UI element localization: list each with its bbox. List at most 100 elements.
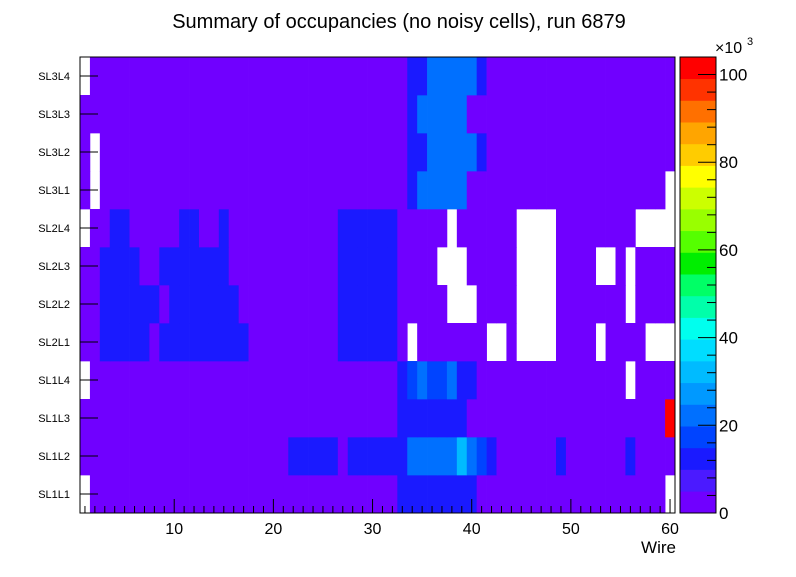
heatmap-cell-SL3L3-w10 — [169, 95, 180, 134]
heatmap-cell-SL2L4-w53 — [595, 209, 606, 248]
heatmap-cell-SL3L1-w15 — [218, 171, 230, 210]
heatmap-cell-SL2L2-w33 — [397, 285, 408, 324]
heatmap-cell-SL2L3-w11 — [179, 247, 190, 286]
heatmap-cell-SL3L1-w39 — [456, 171, 468, 210]
heatmap-cell-SL3L3-w12 — [189, 95, 200, 134]
heatmap-cell-SL1L3-w44 — [506, 399, 517, 438]
heatmap-cell-SL3L2-w36 — [427, 133, 438, 172]
heatmap-cell-SL1L3-w33 — [397, 399, 408, 438]
heatmap-cell-SL2L4-w17 — [238, 209, 249, 248]
heatmap-cell-SL3L1-w31 — [377, 171, 388, 210]
heatmap-cell-SL1L1-w14 — [208, 475, 220, 514]
heatmap-cell-SL1L4-w4 — [109, 361, 121, 400]
heatmap-cell-SL2L3-w23 — [298, 247, 309, 286]
heatmap-cell-SL1L4-w51 — [575, 361, 587, 400]
heatmap-cell-SL2L1-w6 — [129, 323, 140, 362]
heatmap-cell-SL3L3-w40 — [466, 95, 478, 134]
heatmap-cell-SL3L3-w33 — [397, 95, 408, 134]
heatmap-cell-SL3L3-w6 — [129, 95, 140, 134]
heatmap-cell-SL1L3-w41 — [476, 399, 487, 438]
heatmap-cell-SL3L3-w20 — [268, 95, 279, 134]
heatmap-cell-SL2L4-w52 — [585, 209, 597, 248]
heatmap-cell-SL3L2-w41 — [476, 133, 487, 172]
heatmap-cell-SL1L4-w53 — [595, 361, 606, 400]
heatmap-cell-SL1L2-w7 — [139, 437, 150, 476]
heatmap-cell-SL3L2-w20 — [268, 133, 279, 172]
heatmap-cell-SL3L4-w8 — [149, 57, 160, 96]
heatmap-cell-SL3L2-w50 — [565, 133, 577, 172]
heatmap-cell-SL3L3-w38 — [446, 95, 458, 134]
heatmap-cell-SL3L3-w29 — [357, 95, 368, 134]
heatmap-cell-SL2L3-w12 — [189, 247, 200, 286]
heatmap-cell-SL3L3-w17 — [238, 95, 249, 134]
heatmap-cell-SL3L4-w34 — [407, 57, 418, 96]
heatmap-cell-SL2L2-w36 — [427, 285, 438, 324]
heatmap-cell-SL3L1-w6 — [129, 171, 140, 210]
heatmap-cell-SL2L2-w34 — [407, 285, 418, 324]
heatmap-cell-SL3L1-w44 — [506, 171, 517, 210]
heatmap-cell-SL2L3-w6 — [129, 247, 140, 286]
heatmap-cell-SL2L3-w25 — [318, 247, 329, 286]
heatmap-cell-SL1L1-w16 — [228, 475, 240, 514]
heatmap-cell-SL1L1-w51 — [575, 475, 587, 514]
heatmap-cell-SL3L3-w44 — [506, 95, 517, 134]
heatmap-cell-SL2L4-w5 — [119, 209, 130, 248]
colorbar-segment — [680, 230, 716, 253]
heatmap-cell-SL2L4-w3 — [99, 209, 111, 248]
heatmap-cell-SL3L4-w56 — [625, 57, 636, 96]
heatmap-cell-SL2L2-w35 — [417, 285, 428, 324]
heatmap-cell-SL1L3-w5 — [119, 399, 130, 438]
heatmap-cell-SL2L2-w55 — [615, 285, 626, 324]
heatmap-cell-SL3L1-w30 — [367, 171, 378, 210]
heatmap-cell-SL1L4-w14 — [208, 361, 220, 400]
heatmap-cell-SL1L2-w20 — [268, 437, 279, 476]
heatmap-cell-SL1L3-w28 — [347, 399, 359, 438]
heatmap-cell-SL1L4-w50 — [565, 361, 577, 400]
heatmap-cell-SL1L2-w58 — [645, 437, 656, 476]
heatmap-cell-SL1L3-w29 — [357, 399, 368, 438]
heatmap-cell-SL3L2-w31 — [377, 133, 388, 172]
heatmap-cell-SL1L3-w24 — [308, 399, 319, 438]
heatmap-cell-SL2L4-w35 — [417, 209, 428, 248]
colorbar-segment — [680, 143, 716, 166]
heatmap-cell-SL1L3-w51 — [575, 399, 587, 438]
heatmap-cell-SL1L1-w20 — [268, 475, 279, 514]
heatmap-cell-SL3L1-w21 — [278, 171, 289, 210]
heatmap-cell-SL2L3-w8 — [149, 247, 160, 286]
heatmap-cell-SL3L2-w53 — [595, 133, 606, 172]
heatmap-cell-SL1L3-w13 — [199, 399, 210, 438]
heatmap-cell-SL2L4-w54 — [605, 209, 616, 248]
heatmap-cell-SL3L2-w10 — [169, 133, 180, 172]
heatmap-cell-SL3L3-w9 — [159, 95, 170, 134]
heatmap-cell-SL3L2-w34 — [407, 133, 418, 172]
heatmap-cell-SL1L3-w42 — [486, 399, 497, 438]
heatmap-cell-SL1L4-w59 — [655, 361, 666, 400]
heatmap-cell-SL3L4-w52 — [585, 57, 597, 96]
heatmap-cell-SL3L3-w4 — [109, 95, 121, 134]
heatmap-cell-SL1L4-w60 — [665, 361, 676, 400]
heatmap-cell-SL2L3-w42 — [486, 247, 497, 286]
heatmap-cell-SL2L1-w57 — [635, 323, 646, 362]
heatmap-cell-SL2L4-w8 — [149, 209, 160, 248]
heatmap-cell-SL3L2-w8 — [149, 133, 160, 172]
heatmap-cell-SL1L4-w30 — [367, 361, 378, 400]
colorbar-tick-label: 60 — [719, 241, 738, 260]
heatmap-cell-SL1L4-w54 — [605, 361, 616, 400]
heatmap-cell-SL3L2-w29 — [357, 133, 368, 172]
heatmap-cell-SL2L2-w43 — [496, 285, 507, 324]
heatmap-cell-SL1L4-w13 — [199, 361, 210, 400]
heatmap-cell-SL1L1-w22 — [288, 475, 299, 514]
heatmap-cell-SL3L3-w5 — [119, 95, 130, 134]
heatmap-cell-SL2L4-w19 — [258, 209, 269, 248]
heatmap-cell-SL2L4-w41 — [476, 209, 487, 248]
heatmap-cell-SL3L2-w5 — [119, 133, 130, 172]
heatmap-cell-SL1L2-w8 — [149, 437, 160, 476]
heatmap-cell-SL1L3-w58 — [645, 399, 656, 438]
heatmap-cell-SL2L1-w38 — [446, 323, 458, 362]
heatmap-cell-SL1L3-w32 — [387, 399, 398, 438]
heatmap-cell-SL3L3-w23 — [298, 95, 309, 134]
heatmap-cell-SL2L4-w33 — [397, 209, 408, 248]
y-tick-label: SL3L2 — [38, 147, 70, 159]
heatmap-cell-SL3L4-w46 — [526, 57, 537, 96]
heatmap-cell-SL1L2-w16 — [228, 437, 240, 476]
